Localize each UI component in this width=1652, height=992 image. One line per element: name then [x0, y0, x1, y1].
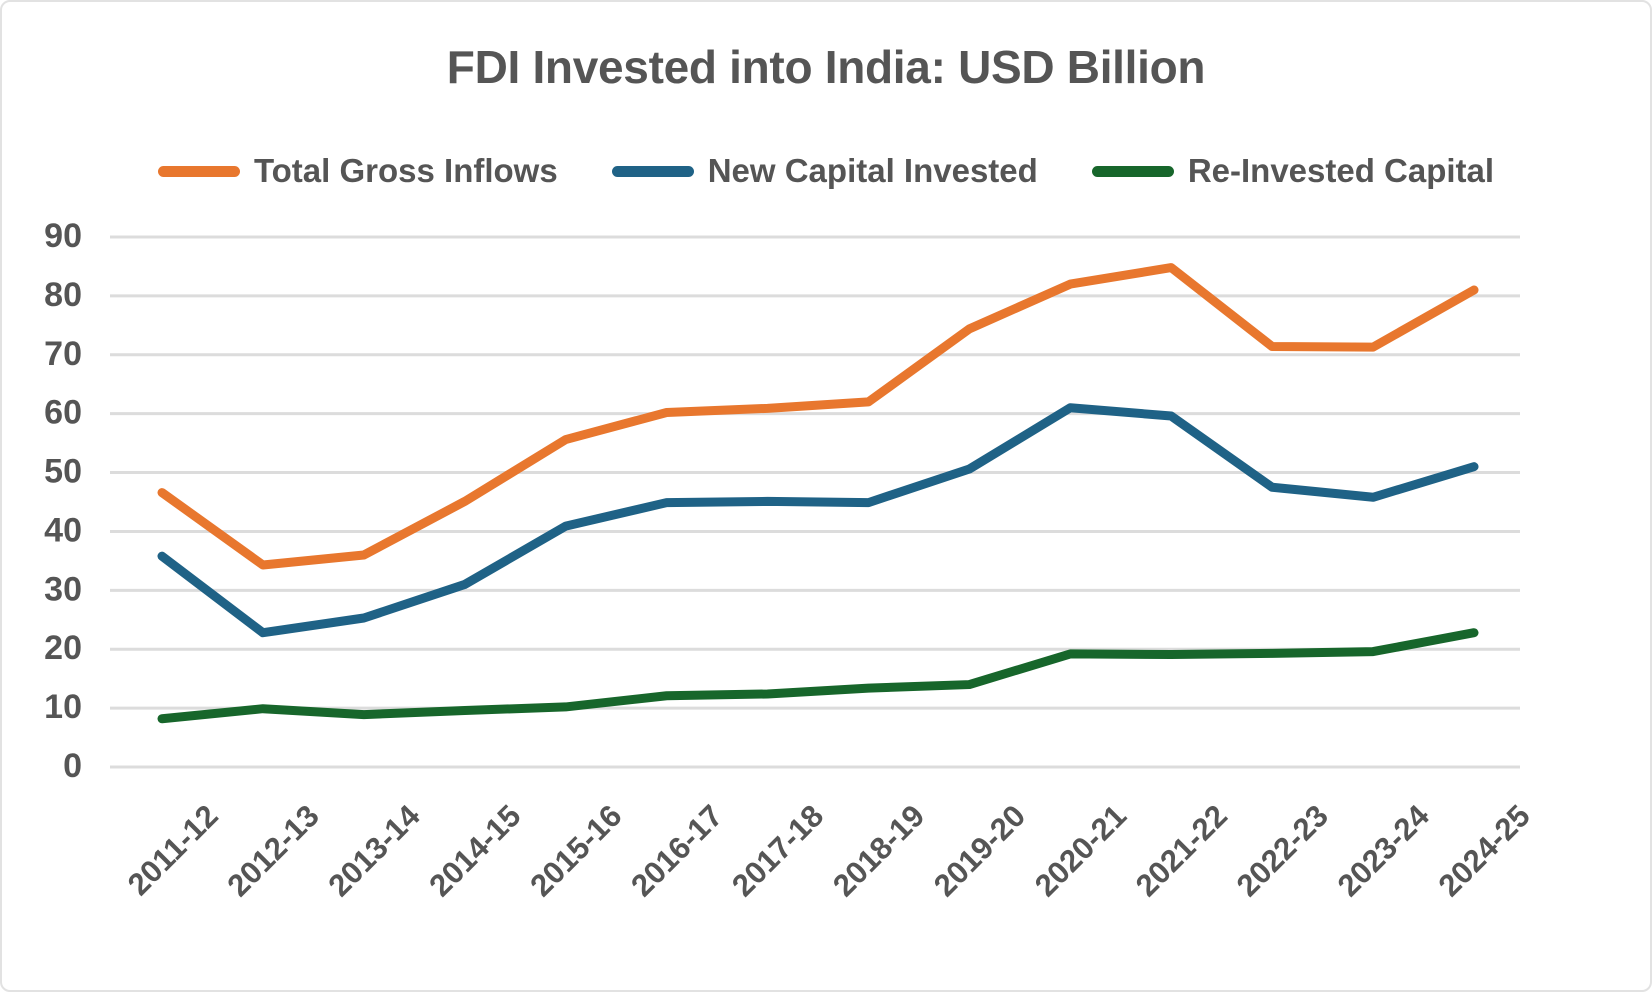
legend-label: Total Gross Inflows: [253, 152, 558, 189]
legend-item-re-invested-capital[interactable]: Re-Invested Capital: [1091, 152, 1495, 190]
y-axis-tick-label: 30: [44, 570, 82, 608]
x-axis-tick-label: 2014-15: [422, 798, 527, 903]
series-line-new-capital-invested: [157, 403, 1479, 638]
x-axis-tick-label: 2024-25: [1432, 798, 1537, 903]
legend-item-new-capital-invested[interactable]: New Capital Invested: [611, 152, 1038, 190]
x-axis-tick-label: 2020-21: [1028, 798, 1133, 903]
y-axis-tick-label: 90: [44, 217, 82, 255]
x-axis-labels-group: 2011-122012-132013-142014-152015-162016-…: [121, 798, 1537, 904]
legend-swatch-icon: [1091, 165, 1174, 177]
y-axis-labels-group: 0 10 20 30 40 50 60 70 80 90: [44, 217, 82, 785]
y-axis-tick-label: 0: [63, 747, 82, 785]
chart-title: FDI Invested into India: USD Billion: [446, 41, 1206, 93]
y-axis-tick-label: 60: [44, 394, 82, 432]
x-axis-tick-label: 2022-23: [1230, 798, 1335, 903]
gridlines-group: [110, 235, 1520, 769]
legend-item-total-gross-inflows[interactable]: Total Gross Inflows: [157, 152, 558, 190]
x-axis-tick-label: 2023-24: [1331, 798, 1437, 904]
x-axis-tick-label: 2017-18: [725, 798, 830, 903]
x-axis-tick-label: 2019-20: [927, 798, 1032, 903]
series-line-total-gross-inflows: [157, 263, 1479, 570]
y-axis-tick-label: 10: [44, 688, 82, 726]
legend-swatch-icon: [611, 165, 694, 177]
data-series-group: [157, 263, 1479, 724]
legend-label: New Capital Invested: [707, 152, 1038, 189]
y-axis-tick-label: 80: [44, 276, 82, 314]
x-axis-tick-label: 2018-19: [826, 798, 931, 903]
x-axis-tick-label: 2012-13: [221, 798, 326, 903]
legend-label: Re-Invested Capital: [1187, 152, 1495, 189]
y-axis-tick-label: 70: [44, 335, 82, 373]
y-axis-tick-label: 20: [44, 629, 82, 667]
series-line-re-invested-capital: [157, 628, 1479, 724]
x-axis-tick-label: 2021-22: [1129, 798, 1234, 903]
legend-swatch-icon: [157, 165, 240, 177]
x-axis-tick-label: 2016-17: [624, 798, 729, 903]
y-axis-tick-label: 40: [44, 511, 82, 549]
x-axis-tick-label: 2013-14: [321, 798, 427, 904]
x-axis-tick-label: 2015-16: [523, 798, 628, 903]
y-axis-tick-label: 50: [44, 453, 82, 491]
chart-legend: Total Gross Inflows New Capital Invested…: [2, 152, 1650, 190]
x-axis-tick-label: 2011-12: [121, 798, 225, 902]
